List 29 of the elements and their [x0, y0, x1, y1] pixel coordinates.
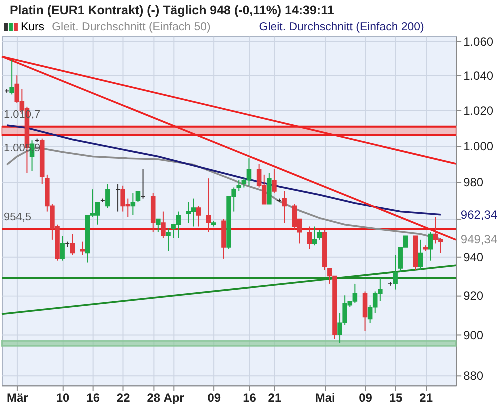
text: Gleit. Durchschnitt (Einfach 50) [52, 21, 211, 34]
x-tick-label: Apr [164, 391, 185, 406]
y-tick-label: 900 [464, 328, 484, 343]
annotation: 949,34 [460, 232, 498, 246]
x-tick-label: 28 [147, 391, 161, 406]
x-tick-label: 16 [243, 391, 257, 406]
x-tick-label: 21 [268, 391, 282, 406]
x-tick-label: 22 [116, 391, 131, 406]
x-tick-label: 21 [420, 391, 434, 406]
text: Gleit. Durchschnitt (Einfach 200) [259, 21, 425, 34]
chart-title: Platin (EUR1 Kontrakt) (-) Täglich 948 (-0,11%) 14:39:11 [10, 3, 334, 18]
y-tick-label: 880 [464, 368, 484, 383]
ref-line-label: 954,5 [4, 212, 32, 224]
y-tick-label: 920 [464, 289, 484, 304]
x-tick-label: 09 [208, 391, 222, 406]
x-tick-label: 15 [389, 391, 404, 406]
annotation: 962,34 [460, 208, 498, 222]
x-tick-label: Mai [315, 391, 336, 406]
x-tick-label: Mär [6, 391, 29, 406]
y-tick-label: 1.000 [464, 139, 494, 154]
x-tick-label: 10 [56, 391, 70, 406]
y-tick-label: 980 [464, 176, 484, 190]
x-tick-label: 16 [86, 391, 100, 406]
y-tick-label: 1.020 [464, 104, 494, 118]
y-tick-label: 940 [464, 250, 484, 265]
x-tick-label: 09 [359, 391, 373, 406]
y-tick-label: 1.040 [464, 69, 494, 84]
legend-label: Kurs [20, 21, 45, 34]
y-tick-label: 1.060 [464, 34, 494, 49]
